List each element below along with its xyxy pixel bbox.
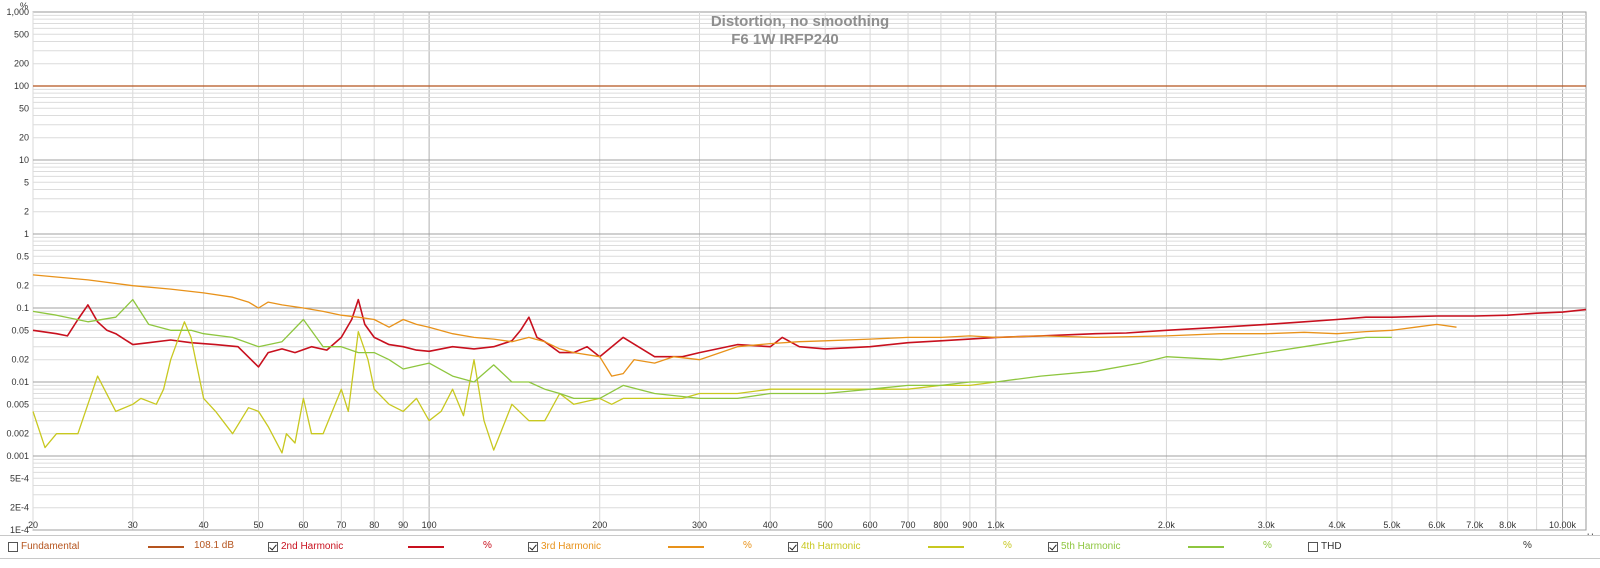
- legend-swatch: [1448, 546, 1484, 548]
- y-unit-label: %: [20, 1, 28, 11]
- x-tick-label: 20: [28, 520, 38, 530]
- legend-swatch: [668, 546, 704, 548]
- legend-value: %: [743, 540, 752, 551]
- x-tick-label: 4.0k: [1329, 520, 1347, 530]
- y-tick-label: 0.5: [16, 251, 29, 261]
- series-lines: [32, 85, 1587, 454]
- x-tick-label: 400: [763, 520, 778, 530]
- legend-swatch: [148, 546, 184, 548]
- x-tick-label: 80: [369, 520, 379, 530]
- x-tick-label: 50: [254, 520, 264, 530]
- legend-label: 5th Harmonic: [1061, 541, 1121, 552]
- x-tick-label: 70: [336, 520, 346, 530]
- legend-item-3rd-harmonic: 3rd Harmonic: [528, 539, 601, 554]
- legend-checkbox[interactable]: [268, 541, 278, 552]
- series-line-5th-harmonic: [32, 298, 1392, 400]
- y-tick-label: 5: [24, 177, 29, 187]
- y-tick-label: 2: [24, 207, 29, 217]
- x-tick-label: 500: [818, 520, 833, 530]
- y-tick-label: 0.1: [16, 303, 29, 313]
- legend-checkbox[interactable]: [1308, 541, 1318, 552]
- x-tick-label: 10.00k: [1549, 520, 1577, 530]
- y-axis-ticks: 1,000 500 200 100 50 20 10 5 2 1 0.5 0.2 0.1 0.05 0.02…: [6, 7, 29, 535]
- y-tick-label: 1E-4: [10, 525, 29, 535]
- legend-checkbox[interactable]: [788, 541, 798, 552]
- legend-item-thd: THD: [1308, 539, 1342, 554]
- legend-label: 3rd Harmonic: [541, 541, 602, 552]
- plot-area: [32, 11, 1587, 531]
- y-tick-label: 0.01: [11, 377, 29, 387]
- y-tick-label: 5E-4: [10, 473, 29, 483]
- y-tick-label: 100: [14, 81, 29, 91]
- legend-value: %: [483, 540, 492, 551]
- legend-label: THD: [1321, 541, 1342, 552]
- x-tick-label: 90: [398, 520, 408, 530]
- legend-bar: Fundamental 108.1 dB 2nd Harmonic% 3rd Harm…: [0, 535, 1600, 559]
- legend-value: %: [1263, 540, 1272, 551]
- y-tick-label: 0.001: [6, 451, 29, 461]
- y-tick-label: 0.05: [11, 325, 29, 335]
- x-unit-label: Hz: [1587, 532, 1598, 535]
- y-tick-label: 2E-4: [10, 503, 29, 513]
- x-tick-label: 5.0k: [1383, 520, 1401, 530]
- x-tick-label: 800: [933, 520, 948, 530]
- legend-swatch: [1188, 546, 1224, 548]
- legend-item-fundamental: Fundamental: [8, 539, 79, 554]
- x-tick-label: 7.0k: [1466, 520, 1484, 530]
- x-tick-label: 600: [863, 520, 878, 530]
- legend-label: 2nd Harmonic: [281, 541, 344, 552]
- x-tick-label: 100: [422, 520, 437, 530]
- x-tick-label: 700: [901, 520, 916, 530]
- y-tick-label: 1,000: [6, 7, 29, 17]
- chart-title: Distortion, no smoothing: [711, 13, 889, 30]
- distortion-chart: 20 30 40 50 60 70 80 90 100 200 300 400 500 600 700 800…: [6, 1, 1598, 535]
- legend-value: %: [1523, 540, 1532, 551]
- y-tick-label: 0.2: [16, 281, 29, 291]
- legend-swatch: [408, 546, 444, 548]
- y-tick-label: 1: [24, 229, 29, 239]
- legend-item-2nd-harmonic: 2nd Harmonic: [268, 539, 343, 554]
- legend-item-5th-harmonic: 5th Harmonic: [1048, 539, 1120, 554]
- legend-label: Fundamental: [21, 541, 80, 552]
- legend-value: 108.1 dB: [194, 540, 235, 551]
- y-tick-label: 50: [19, 103, 29, 113]
- series-line-2nd-harmonic: [32, 298, 1587, 368]
- series-line-4th-harmonic: [32, 321, 996, 454]
- x-tick-label: 2.0k: [1158, 520, 1176, 530]
- x-tick-label: 6.0k: [1428, 520, 1446, 530]
- y-tick-label: 0.002: [6, 429, 29, 439]
- x-tick-label: 60: [298, 520, 308, 530]
- x-tick-label: 900: [962, 520, 977, 530]
- y-tick-label: 0.005: [6, 399, 29, 409]
- y-tick-label: 10: [19, 155, 29, 165]
- y-tick-label: 20: [19, 133, 29, 143]
- y-tick-label: 500: [14, 29, 29, 39]
- legend-checkbox[interactable]: [1048, 541, 1058, 552]
- y-tick-label: 200: [14, 59, 29, 69]
- chart-subtitle: F6 1W IRFP240: [731, 31, 839, 48]
- legend-checkbox[interactable]: [8, 541, 18, 552]
- x-tick-label: 40: [199, 520, 209, 530]
- legend-value: %: [1003, 540, 1012, 551]
- x-tick-label: 3.0k: [1258, 520, 1276, 530]
- series-line-3rd-harmonic: [32, 274, 1457, 377]
- x-axis-ticks: 20 30 40 50 60 70 80 90 100 200 300 400 500 600 700 800…: [28, 520, 1577, 530]
- x-tick-label: 30: [128, 520, 138, 530]
- legend-item-4th-harmonic: 4th Harmonic: [788, 539, 860, 554]
- x-tick-label: 8.0k: [1499, 520, 1517, 530]
- y-tick-label: 0.02: [11, 355, 29, 365]
- legend-checkbox[interactable]: [528, 541, 538, 552]
- legend-swatch: [928, 546, 964, 548]
- x-tick-label: 1.0k: [987, 520, 1005, 530]
- x-tick-label: 300: [692, 520, 707, 530]
- x-tick-label: 200: [592, 520, 607, 530]
- legend-label: 4th Harmonic: [801, 541, 861, 552]
